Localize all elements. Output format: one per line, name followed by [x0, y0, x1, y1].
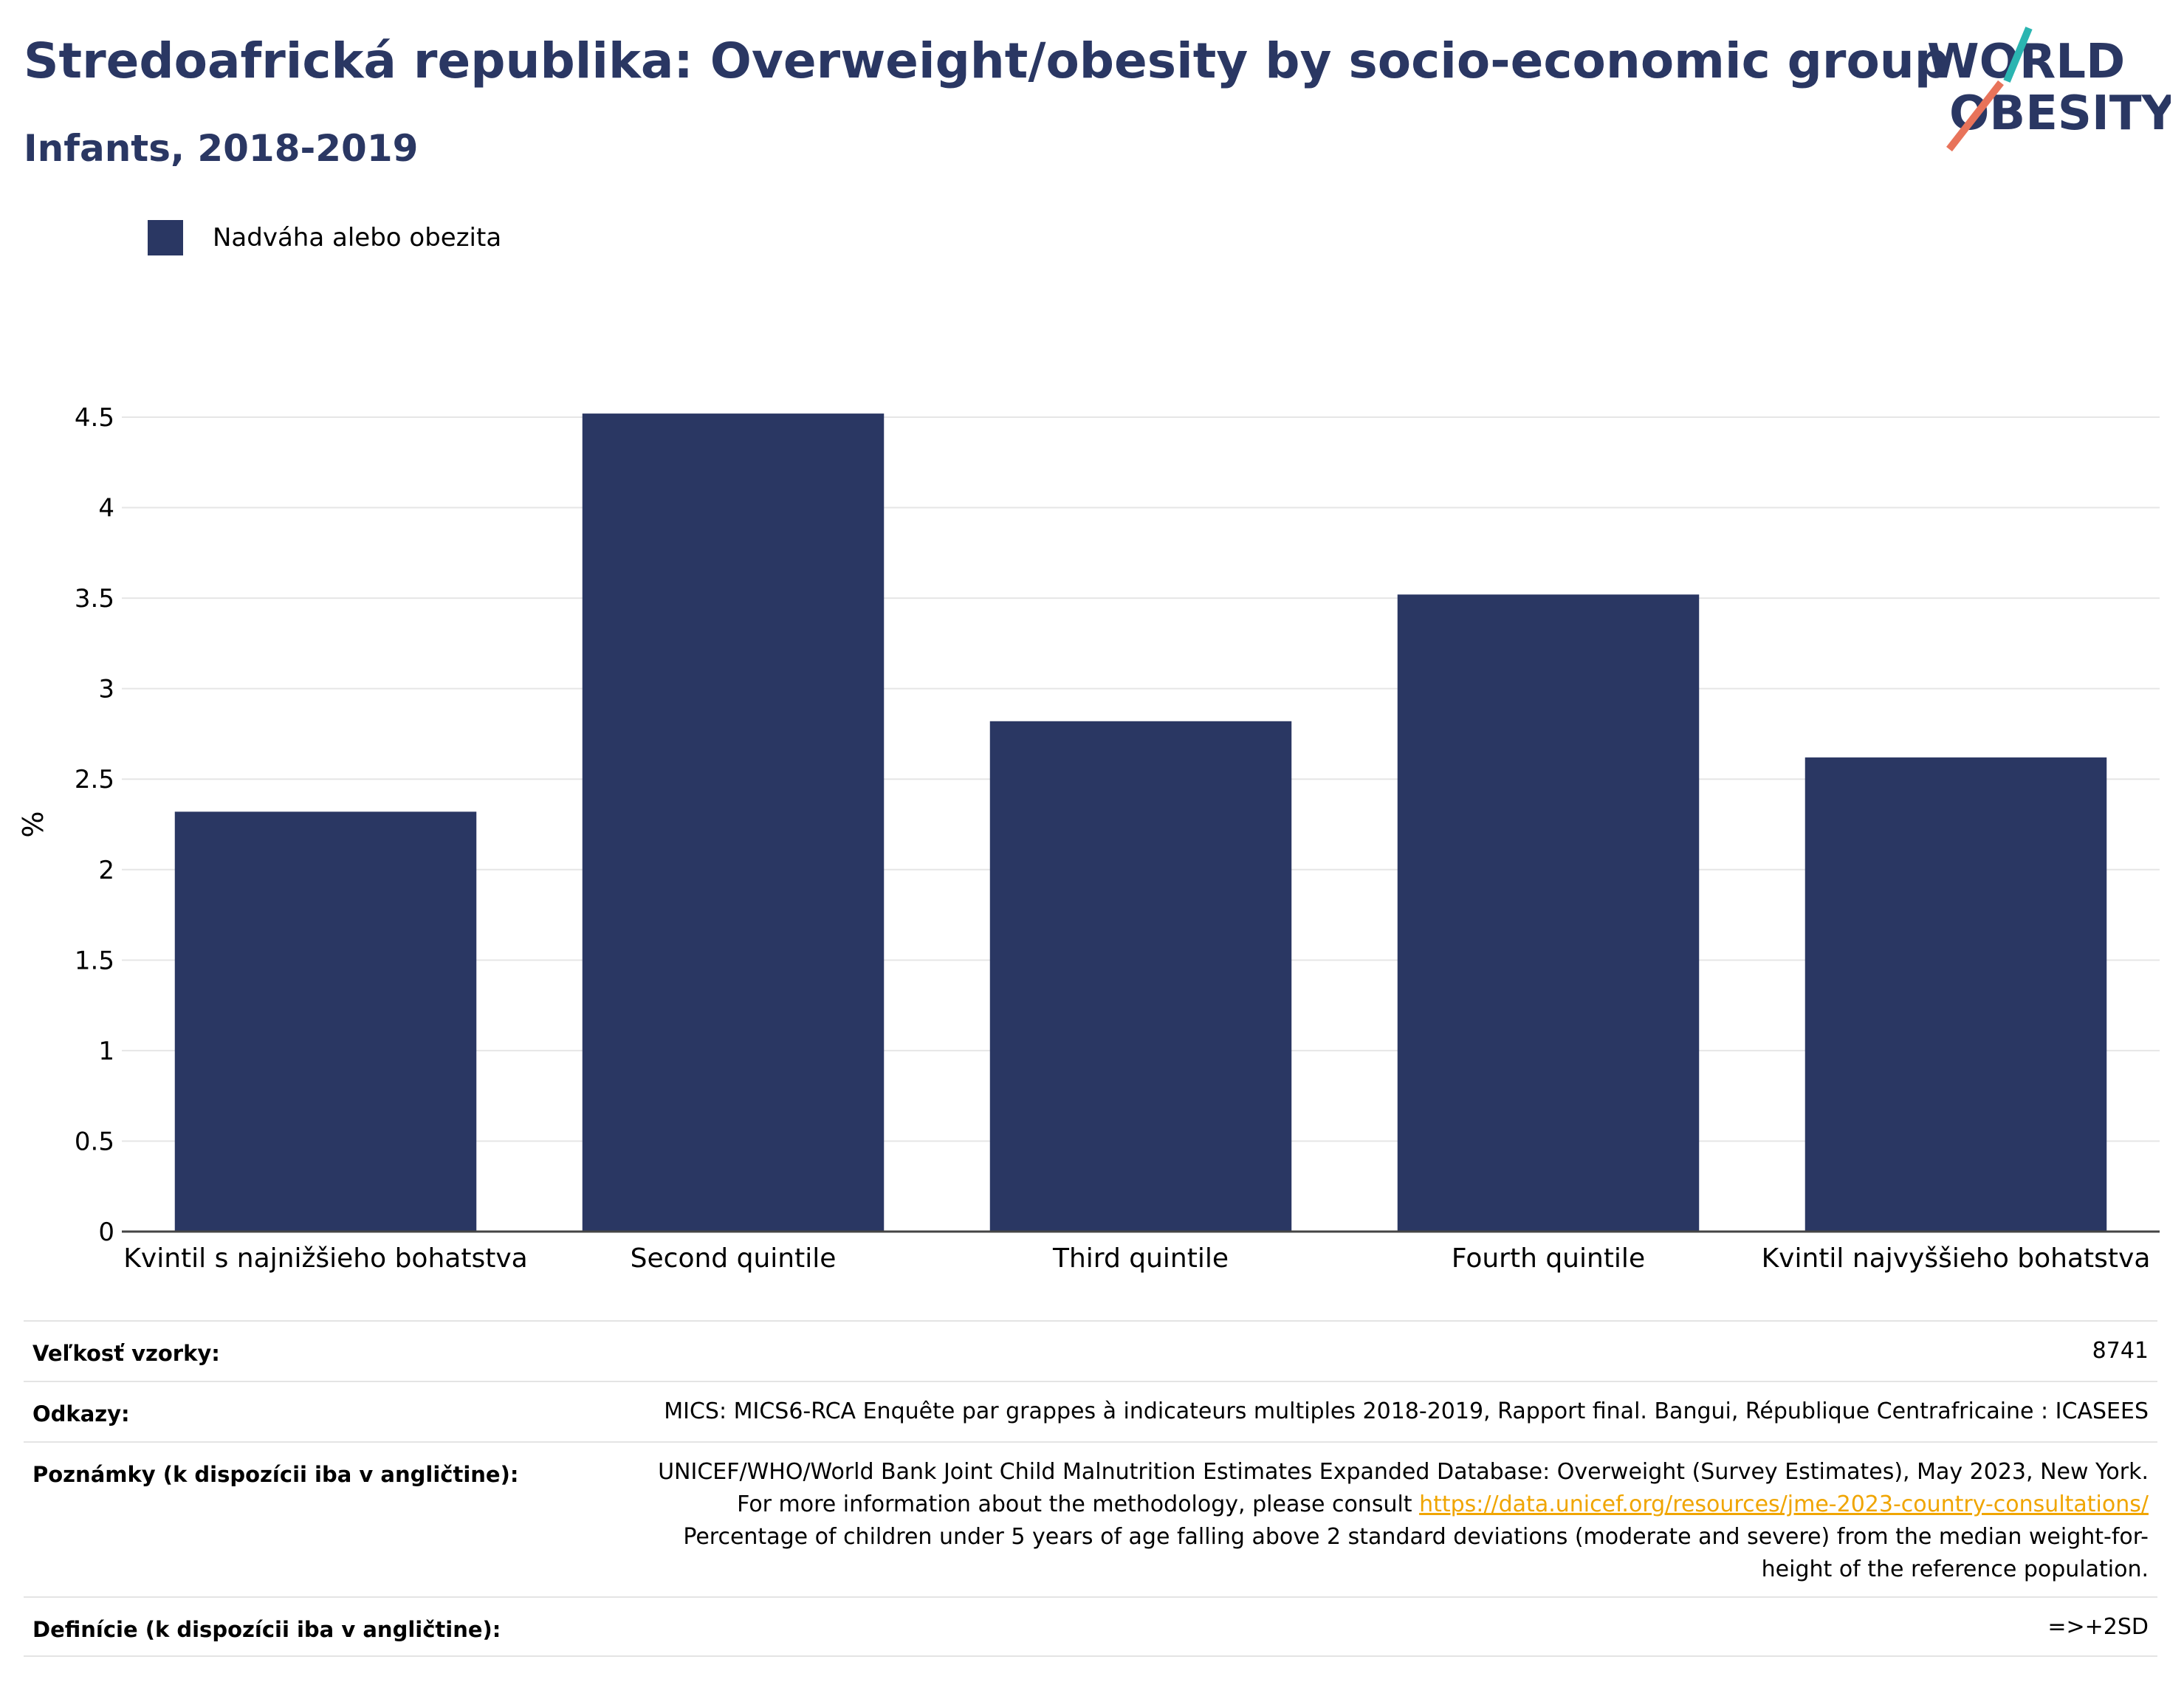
- world-obesity-logo: WORLD OBESITY: [1927, 27, 2171, 152]
- bar[interactable]: [174, 811, 477, 1232]
- y-axis-label: %: [17, 811, 49, 837]
- references-row: Odkazy: MICS: MICS6-RCA Enquête par grap…: [24, 1381, 2157, 1441]
- x-tick-label: Third quintile: [1052, 1243, 1229, 1274]
- logo-line2: OBESITY: [1949, 86, 2171, 141]
- bars: [174, 413, 2107, 1232]
- x-tick-label: Kvintil najvyššieho bohatstva: [1762, 1243, 2151, 1274]
- bar[interactable]: [989, 721, 1292, 1232]
- definitions-value: =>+2SD: [2047, 1614, 2149, 1640]
- y-tick-label: 1: [98, 1037, 114, 1066]
- metadata-table: Veľkosť vzorky: 8741 Odkazy: MICS: MICS6…: [24, 1320, 2157, 1657]
- y-tick-label: 0: [98, 1218, 114, 1247]
- legend[interactable]: Nadváha alebo obezita: [148, 220, 501, 255]
- legend-swatch: [148, 220, 183, 255]
- notes-value: UNICEF/WHO/World Bank Joint Child Malnut…: [628, 1443, 2149, 1596]
- notes-text-1: UNICEF/WHO/World Bank Joint Child Malnut…: [658, 1459, 2149, 1517]
- y-tick-label: 2: [98, 856, 114, 885]
- chart-title: Stredoafrická republika: Overweight/obes…: [24, 32, 1950, 89]
- references-label: Odkazy:: [32, 1401, 130, 1427]
- y-tick-labels: 0 0.5 1 1.5 2 2.5 3 3.5 4 4.5: [75, 403, 114, 1247]
- y-tick-label: 1.5: [75, 946, 114, 975]
- logo-slash-teal: [2003, 27, 2033, 83]
- definitions-label: Definície (k dispozícii iba v angličtine…: [32, 1617, 501, 1642]
- x-tick-label: Fourth quintile: [1452, 1243, 1645, 1274]
- chart-subtitle: Infants, 2018-2019: [24, 127, 419, 170]
- sample-size-row: Veľkosť vzorky: 8741: [24, 1320, 2157, 1381]
- y-tick-label: 2.5: [75, 765, 114, 794]
- y-tick-label: 0.5: [75, 1127, 114, 1156]
- sample-size-value: 8741: [2092, 1338, 2149, 1364]
- notes-link[interactable]: https://data.unicef.org/resources/jme-20…: [1419, 1491, 2149, 1517]
- bar[interactable]: [1804, 757, 2107, 1232]
- definitions-row: Definície (k dispozícii iba v angličtine…: [24, 1596, 2157, 1657]
- sample-size-label: Veľkosť vzorky:: [32, 1341, 220, 1366]
- legend-label: Nadváha alebo obezita: [213, 223, 502, 253]
- notes-text-2: Percentage of children under 5 years of …: [683, 1524, 2149, 1582]
- bar-chart: 0 0.5 1 1.5 2 2.5 3 3.5 4 4.5 Kvintil s najnižšie…: [17, 403, 2160, 1274]
- y-tick-label: 4: [98, 494, 114, 523]
- x-tick-labels: Kvintil s najnižšieho bohatstva Second qu…: [123, 1243, 2150, 1274]
- references-value: MICS: MICS6-RCA Enquête par grappes à in…: [664, 1398, 2149, 1424]
- notes-row: Poznámky (k dispozícii iba v angličtine)…: [24, 1441, 2157, 1596]
- bar[interactable]: [1397, 594, 1700, 1232]
- y-tick-label: 3: [98, 675, 114, 704]
- notes-label: Poznámky (k dispozícii iba v angličtine)…: [32, 1462, 519, 1487]
- bar[interactable]: [582, 413, 885, 1232]
- y-tick-label: 3.5: [75, 584, 114, 614]
- x-tick-label: Second quintile: [631, 1243, 837, 1274]
- y-tick-label: 4.5: [75, 403, 114, 433]
- logo-slash-coral: [1946, 80, 2004, 152]
- x-tick-label: Kvintil s najnižšieho bohatstva: [123, 1243, 527, 1274]
